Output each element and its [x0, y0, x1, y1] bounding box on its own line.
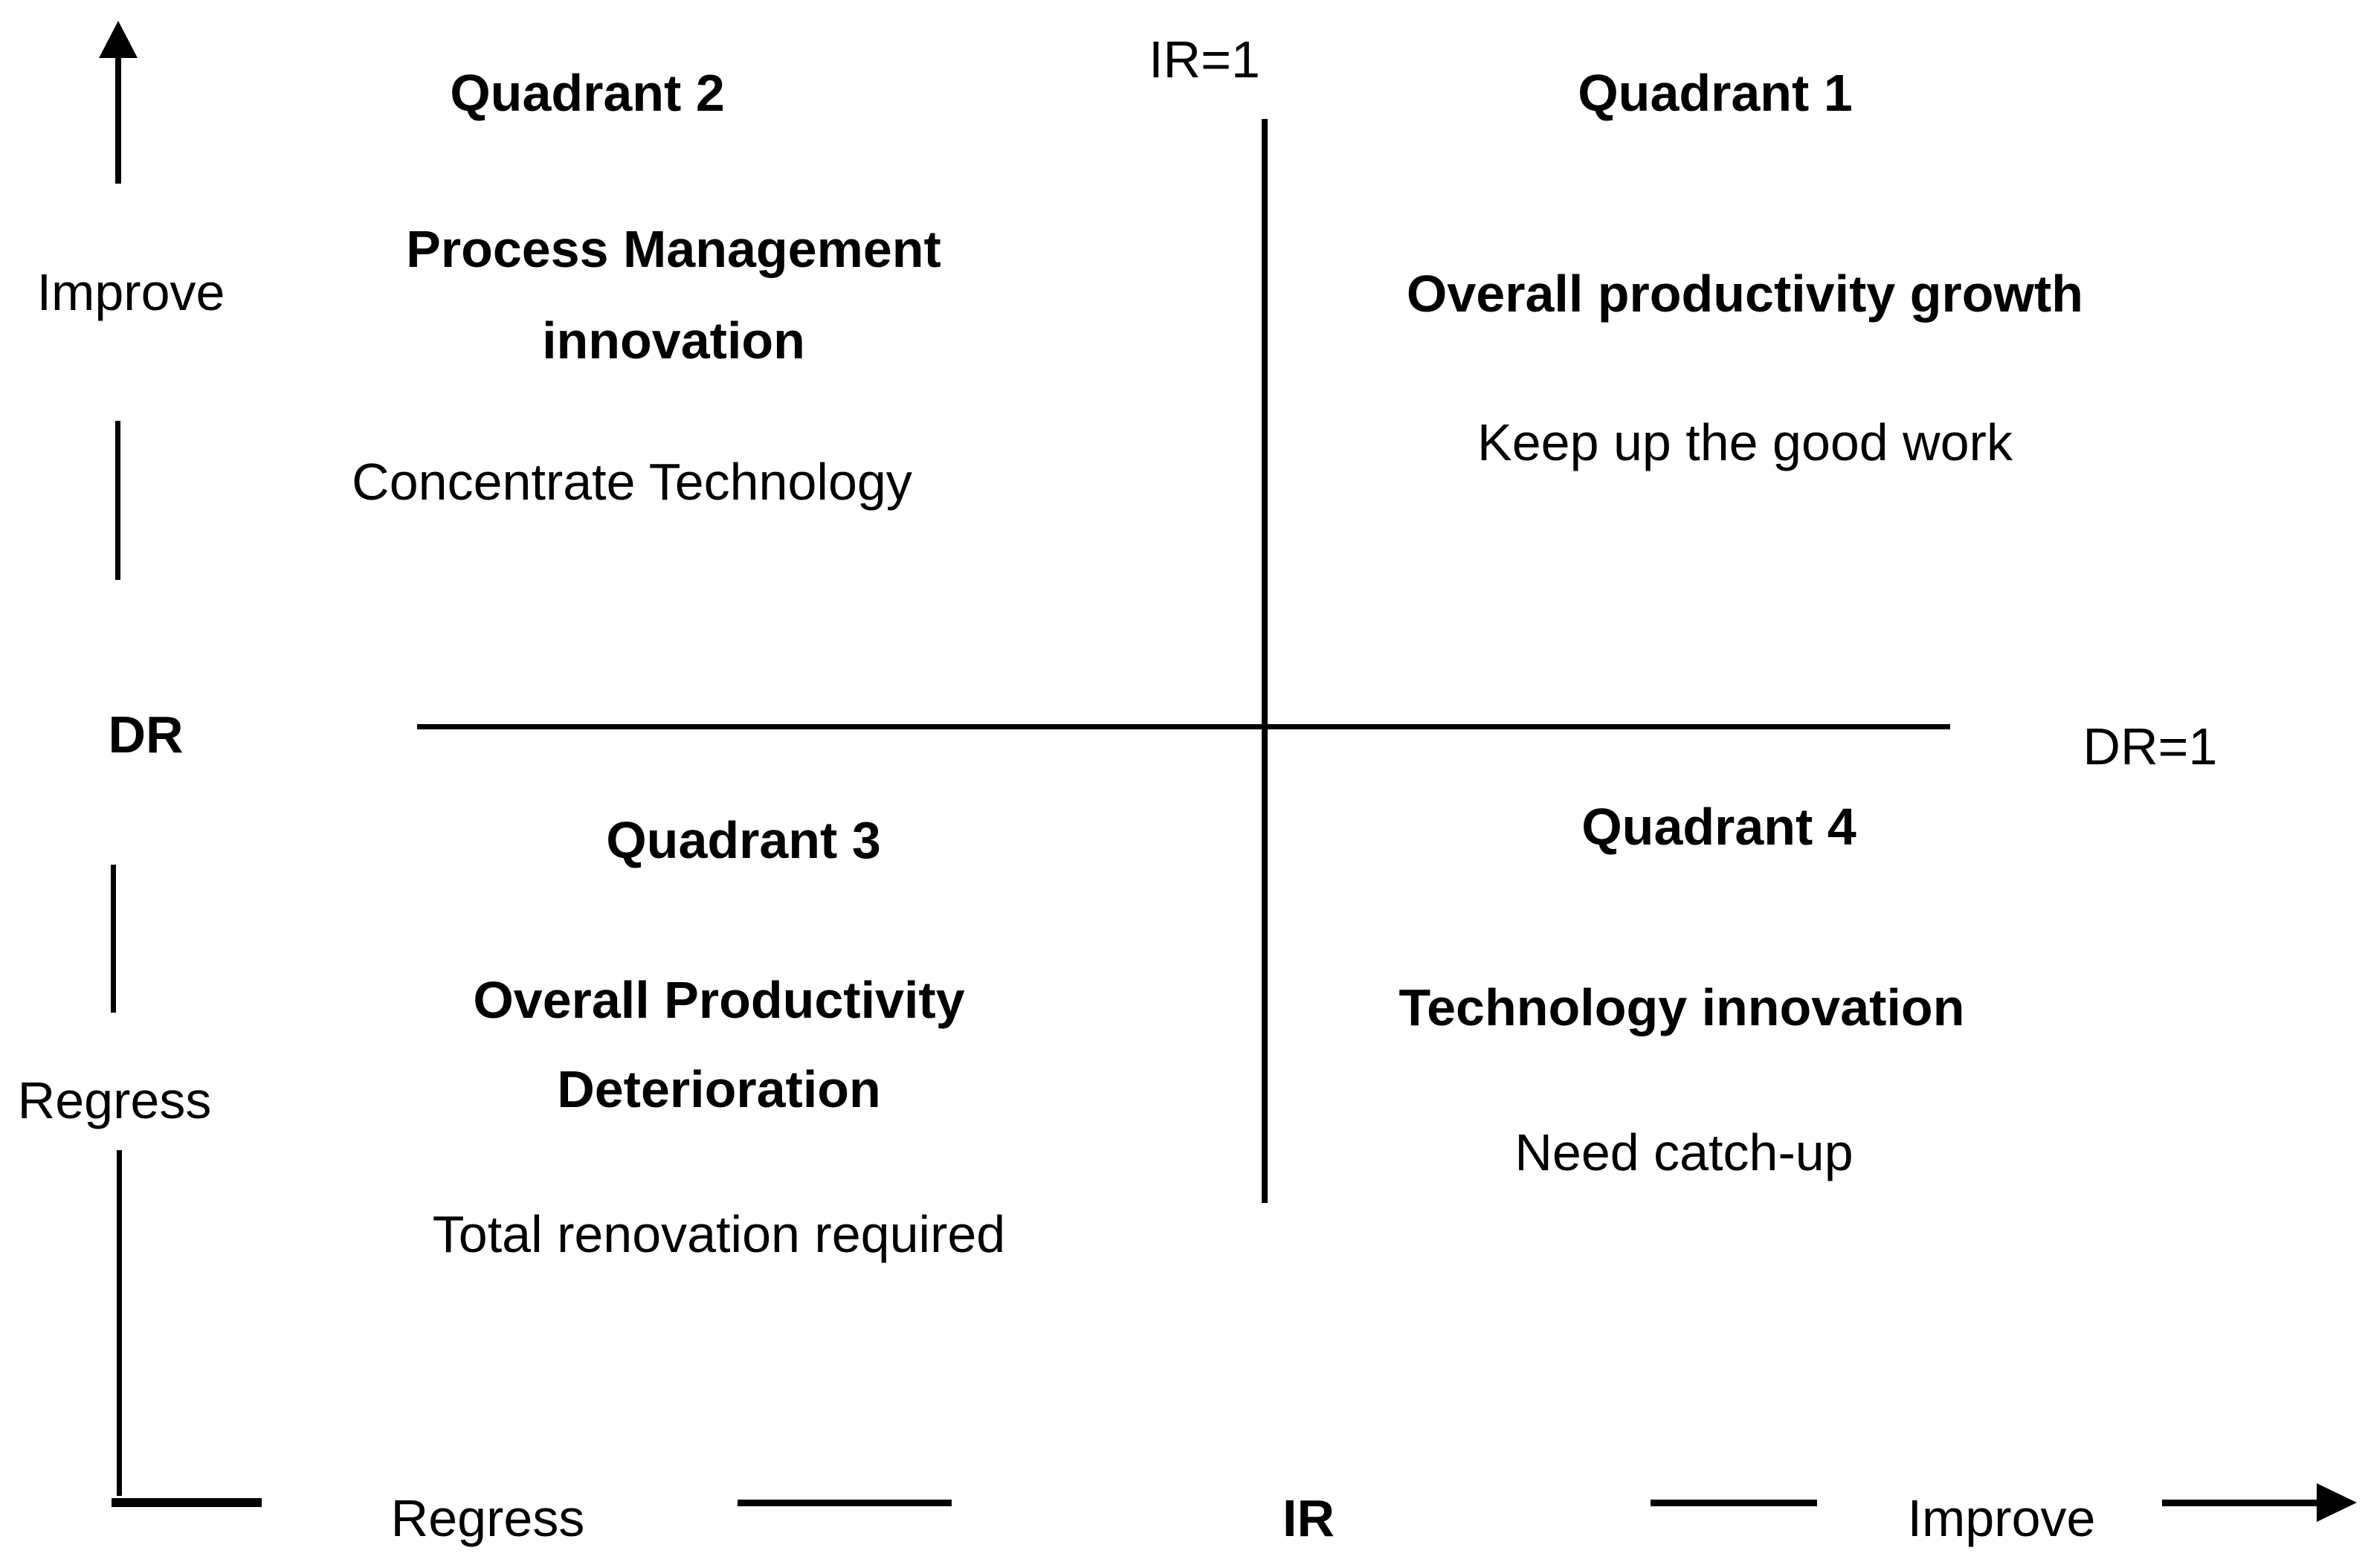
ir-axis-improve-label: Improve	[1907, 1489, 2096, 1547]
quadrant4-heading: Technology innovation	[1398, 978, 1965, 1036]
quadrant3-title: Quadrant 3	[606, 811, 881, 869]
up-arrow-head	[99, 21, 138, 58]
ir-threshold-vertical-line	[1262, 119, 1268, 1203]
quadrant4-note: Need catch-up	[1514, 1123, 1853, 1181]
dr-axis-lower-line	[117, 1150, 122, 1496]
quadrant2-title: Quadrant 2	[450, 64, 725, 122]
ir-threshold-label: IR=1	[1149, 30, 1260, 88]
quadrant3-note: Total renovation required	[432, 1205, 1006, 1263]
quadrant3-heading-line2: Deterioration	[557, 1060, 881, 1118]
quadrant1-title: Quadrant 1	[1578, 64, 1853, 122]
dr-threshold-label: DR=1	[2082, 717, 2218, 775]
dr-axis-name: DR	[108, 706, 184, 764]
ir-axis-regress-label: Regress	[390, 1489, 585, 1547]
ir-axis-segment-2	[738, 1500, 952, 1506]
ir-axis-name: IR	[1282, 1489, 1335, 1547]
quadrant2-note: Concentrate Technology	[352, 453, 912, 511]
ir-axis-segment-1	[112, 1498, 262, 1507]
quadrant1-note: Keep up the good work	[1477, 413, 2013, 471]
dr-threshold-horizontal-line	[417, 724, 1950, 729]
dr-axis-regress-label: Regress	[17, 1071, 212, 1129]
dr-axis-tick-upper	[115, 421, 120, 580]
quadrant1-heading: Overall productivity growth	[1406, 265, 2084, 323]
up-arrow-shaft	[115, 56, 121, 184]
quadrant2-heading-line2: innovation	[542, 312, 805, 370]
dr-axis-tick-lower	[111, 865, 116, 1013]
right-arrow-shaft	[2162, 1500, 2320, 1506]
quadrant2-heading-line1: Process Management	[406, 220, 941, 278]
quadrant3-heading-line1: Overall Productivity	[473, 971, 965, 1029]
dr-axis-improve-label: Improve	[36, 263, 225, 321]
right-arrow-head	[2317, 1483, 2357, 1522]
quadrant4-title: Quadrant 4	[1581, 798, 1856, 856]
ir-axis-segment-3	[1651, 1500, 1817, 1506]
